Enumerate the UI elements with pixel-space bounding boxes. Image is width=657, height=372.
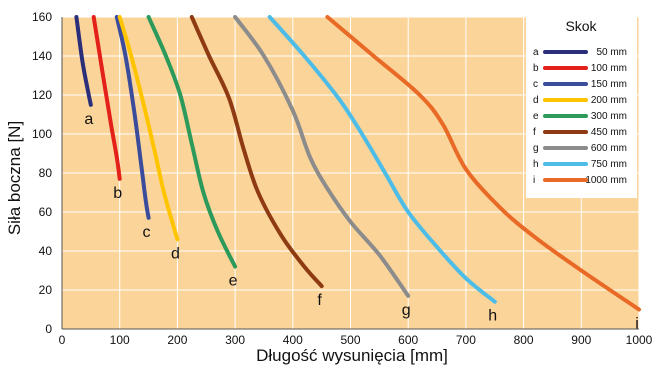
legend-items: a 50 mm b 100 mm c 150 mm d 200 mm e 300 mm f 450 m… xyxy=(533,47,627,186)
legend-key-h: h xyxy=(533,159,539,170)
x-tick-label: 600 xyxy=(398,333,418,347)
legend-label-h: 750 mm xyxy=(591,159,627,170)
legend-label-g: 600 mm xyxy=(591,143,627,154)
legend: Skok a 50 mm b 100 mm c 150 mm d 200 mm e 300 mm f… xyxy=(526,10,637,198)
x-tick-label: 100 xyxy=(110,333,130,347)
y-tick-label: 0 xyxy=(45,322,52,336)
legend-key-c: c xyxy=(533,79,538,90)
series-label-g: g xyxy=(402,302,411,319)
x-tick-label: 1000 xyxy=(626,333,653,347)
series-label-e: e xyxy=(229,273,238,290)
axes xyxy=(61,17,639,330)
legend-label-i: 1000 mm xyxy=(585,175,627,186)
legend-key-a: a xyxy=(533,47,539,58)
y-tick-label: 80 xyxy=(39,166,53,180)
y-tick-label: 140 xyxy=(32,49,52,63)
legend-title: Skok xyxy=(565,18,597,34)
series-line-g xyxy=(233,15,411,298)
legend-box xyxy=(526,10,637,198)
legend-label-c: 150 mm xyxy=(591,79,627,90)
series-lines xyxy=(74,15,641,312)
y-axis-ticks: 0 20 40 60 80 100 120 140 160 xyxy=(32,10,52,336)
series-line-f xyxy=(189,15,324,289)
legend-label-d: 200 mm xyxy=(591,95,627,106)
x-tick-label: 800 xyxy=(514,333,534,347)
legend-key-i: i xyxy=(533,175,535,186)
y-axis-label: Siła boczna [N] xyxy=(5,121,24,235)
series-label-a: a xyxy=(84,111,93,128)
y-tick-label: 60 xyxy=(39,205,53,219)
y-tick-label: 20 xyxy=(39,283,53,297)
series-line-c xyxy=(114,15,151,220)
series-line-a xyxy=(74,15,93,107)
x-tick-label: 0 xyxy=(59,333,66,347)
series-label-i: i xyxy=(635,316,639,333)
legend-label-b: 100 mm xyxy=(591,63,627,74)
legend-key-d: d xyxy=(533,95,539,106)
series-line-e xyxy=(146,15,238,269)
x-tick-label: 200 xyxy=(167,333,187,347)
x-tick-label: 500 xyxy=(340,333,360,347)
x-tick-label: 400 xyxy=(283,333,303,347)
series-label-f: f xyxy=(317,292,322,309)
y-tick-label: 120 xyxy=(32,88,52,102)
x-tick-label: 300 xyxy=(225,333,245,347)
series-line-h xyxy=(267,15,497,304)
y-tick-label: 40 xyxy=(39,244,53,258)
series-line-b xyxy=(91,15,122,181)
x-tick-label: 700 xyxy=(456,333,476,347)
legend-label-e: 300 mm xyxy=(591,111,627,122)
legend-label-f: 450 mm xyxy=(591,127,627,138)
legend-key-g: g xyxy=(533,143,539,154)
x-axis-label: Długość wysunięcia [mm] xyxy=(256,346,448,365)
y-tick-label: 100 xyxy=(32,127,52,141)
y-tick-label: 160 xyxy=(32,10,52,24)
series-label-h: h xyxy=(488,308,497,325)
legend-label-a: 50 mm xyxy=(596,47,627,58)
series-label-b: b xyxy=(113,185,122,202)
legend-key-f: f xyxy=(533,127,536,138)
x-tick-label: 900 xyxy=(571,333,591,347)
x-axis-ticks: 0 100 200 300 400 500 600 700 800 900 1000 xyxy=(59,333,653,347)
series-label-d: d xyxy=(171,245,180,262)
legend-key-e: e xyxy=(533,111,539,122)
series-line-i xyxy=(325,15,641,312)
legend-key-b: b xyxy=(533,63,539,74)
series-line-d xyxy=(117,15,180,242)
series-label-c: c xyxy=(143,224,151,241)
